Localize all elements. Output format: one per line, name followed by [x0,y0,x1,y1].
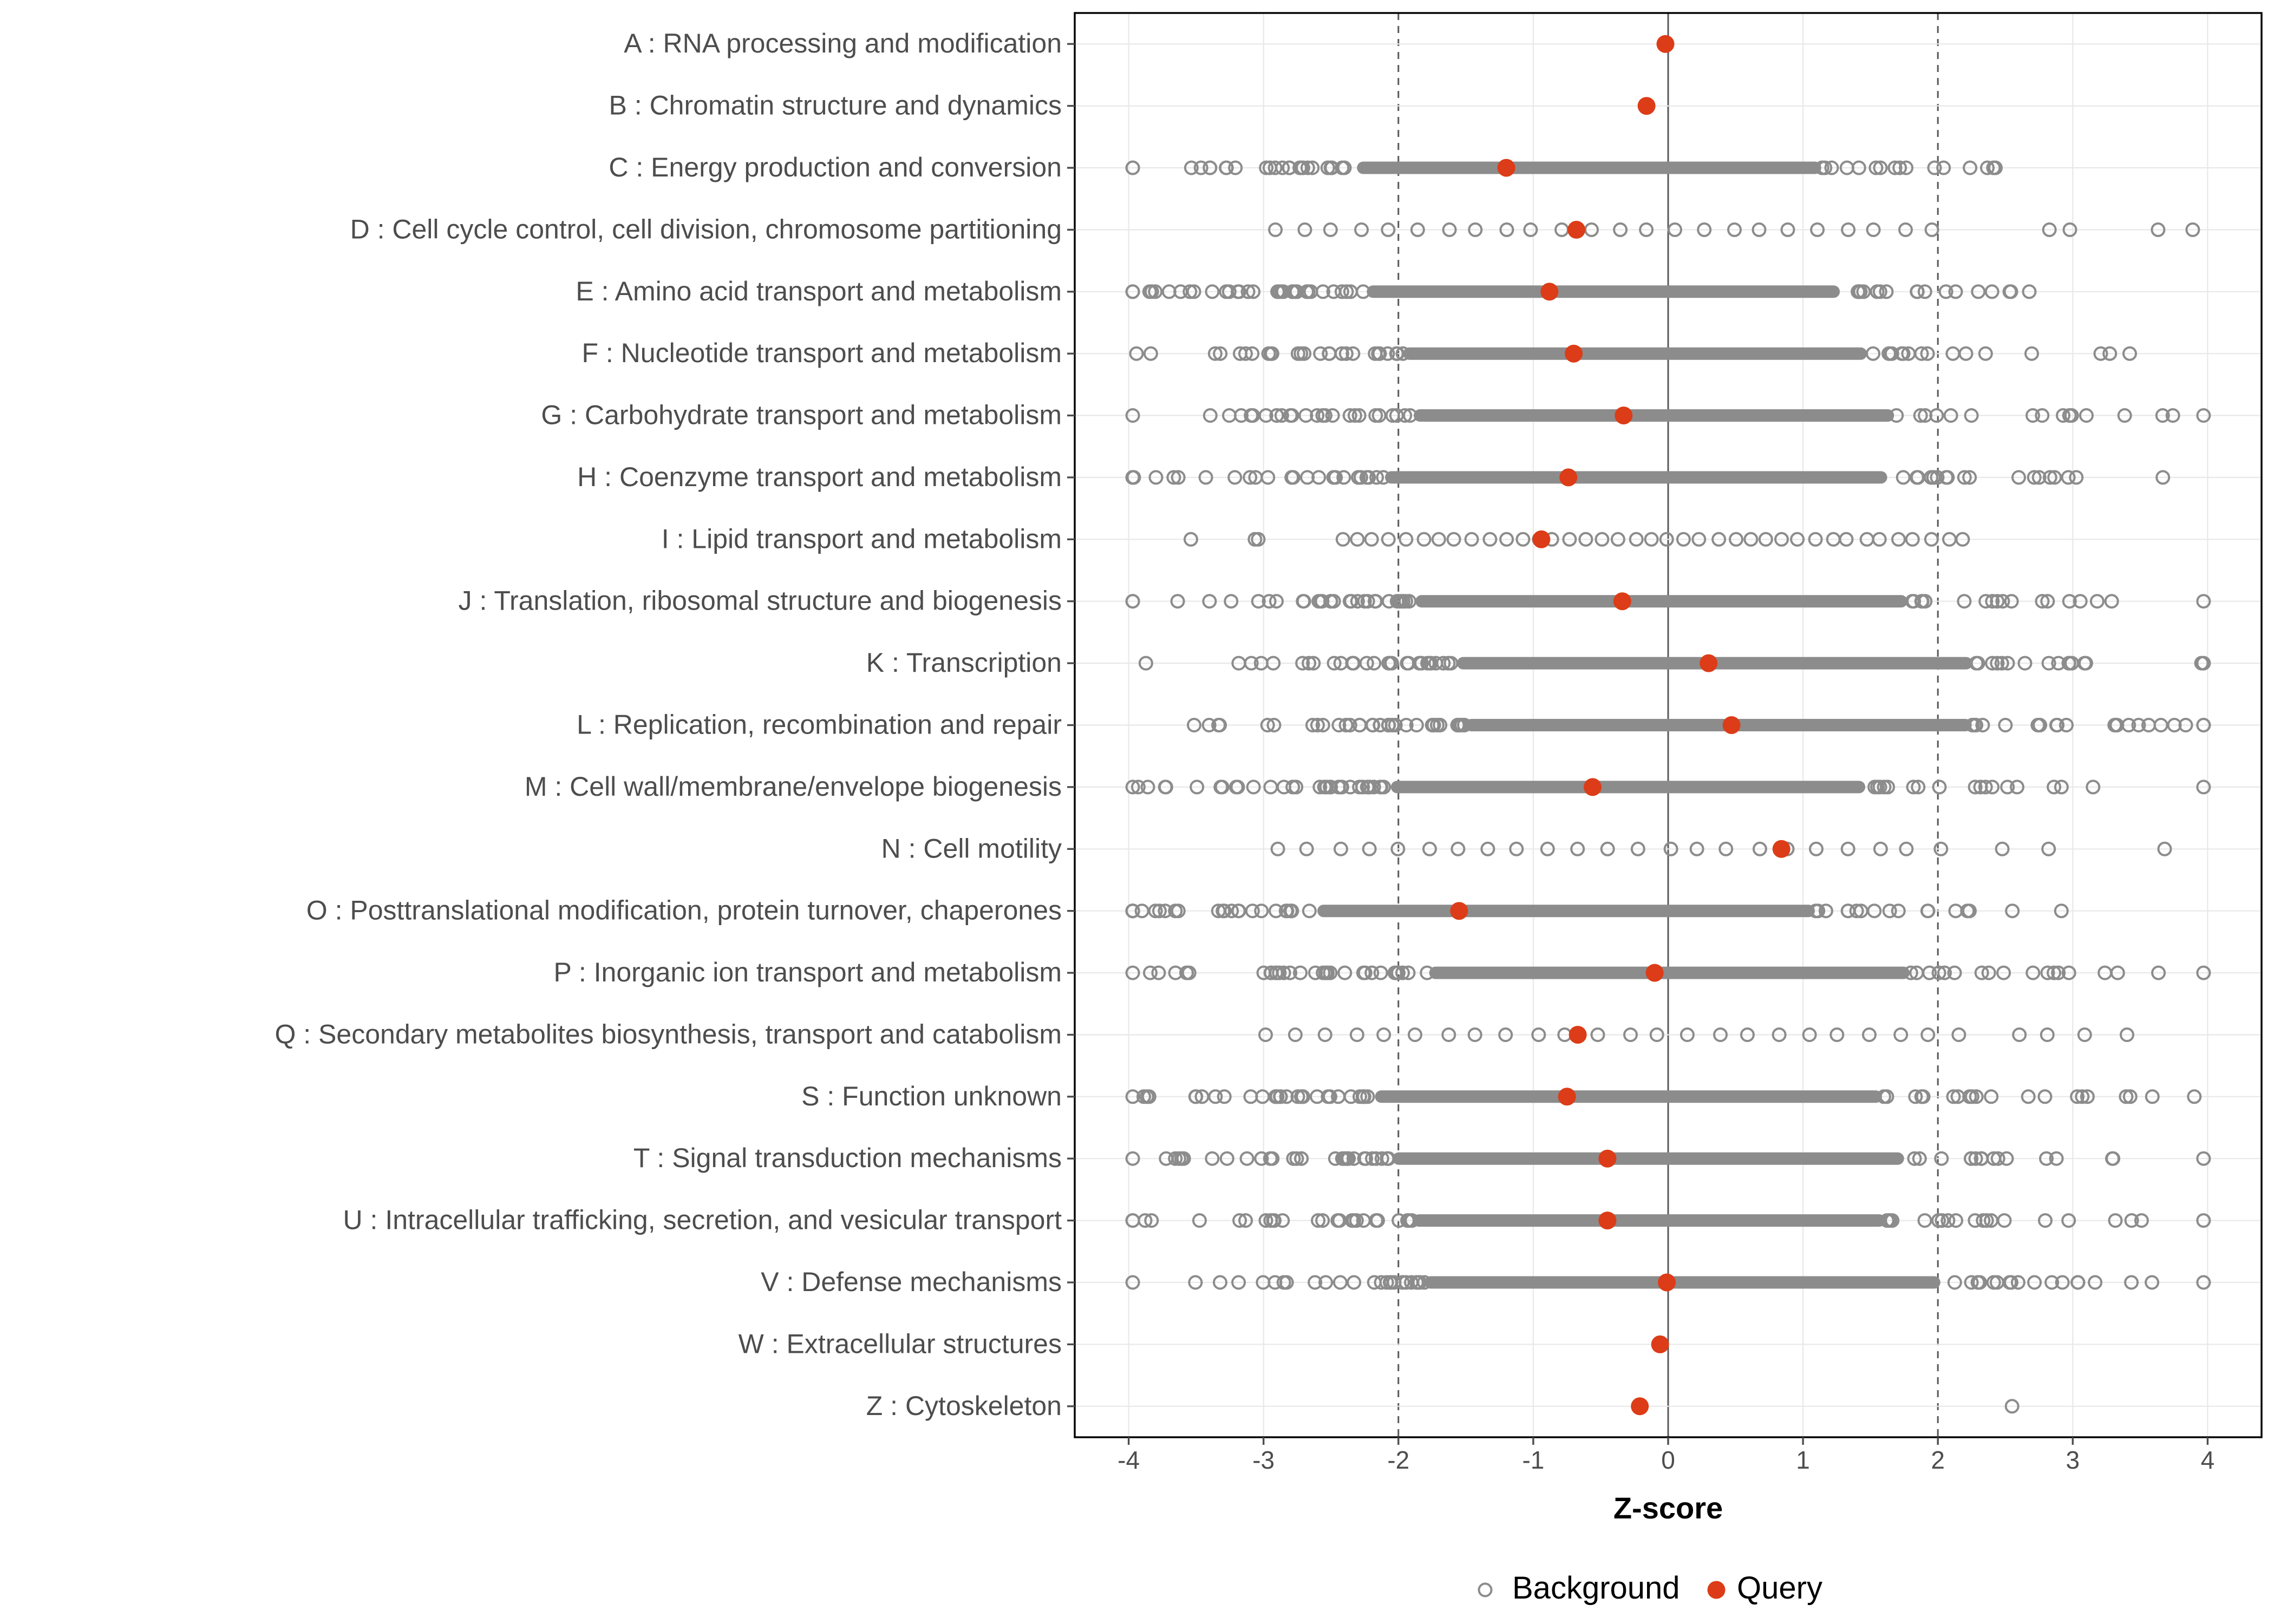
svg-text:V : Defense mechanisms: V : Defense mechanisms [761,1267,1062,1297]
svg-text:T : Signal transduction mechan: T : Signal transduction mechanisms [633,1143,1062,1173]
svg-text:U : Intracellular trafficking,: U : Intracellular trafficking, secretion… [343,1205,1062,1235]
svg-text:D : Cell cycle control, cell d: D : Cell cycle control, cell division, c… [350,214,1062,244]
svg-text:C : Energy production and conv: C : Energy production and conversion [609,152,1062,182]
svg-text:-4: -4 [1118,1446,1140,1474]
svg-text:Background: Background [1512,1570,1680,1606]
svg-text:-3: -3 [1252,1446,1275,1474]
svg-text:S : Function unknown: S : Function unknown [801,1081,1062,1111]
svg-text:-2: -2 [1387,1446,1409,1474]
svg-text:P : Inorganic ion transport an: P : Inorganic ion transport and metaboli… [554,957,1062,987]
svg-text:O : Posttranslational modifica: O : Posttranslational modification, prot… [306,895,1062,926]
svg-text:Z : Cytoskeleton: Z : Cytoskeleton [866,1391,1062,1421]
svg-text:Q : Secondary metabolites bios: Q : Secondary metabolites biosynthesis, … [275,1019,1062,1050]
svg-text:B : Chromatin structure and dy: B : Chromatin structure and dynamics [609,90,1062,121]
svg-text:2: 2 [1931,1446,1945,1474]
svg-text:W : Extracellular structures: W : Extracellular structures [739,1328,1062,1359]
svg-text:Z-score: Z-score [1613,1491,1723,1525]
svg-text:1: 1 [1796,1446,1810,1474]
svg-text:4: 4 [2201,1446,2215,1474]
svg-text:I : Lipid transport and metabo: I : Lipid transport and metabolism [662,523,1062,554]
svg-text:F : Nucleotide transport and m: F : Nucleotide transport and metabolism [581,338,1062,368]
svg-text:E : Amino acid transport and m: E : Amino acid transport and metabolism [576,276,1062,306]
svg-text:H : Coenzyme transport and met: H : Coenzyme transport and metabolism [577,462,1062,492]
svg-text:M : Cell wall/membrane/envelop: M : Cell wall/membrane/envelope biogenes… [525,771,1062,802]
svg-text:N : Cell motility: N : Cell motility [881,833,1062,863]
svg-text:Query: Query [1737,1570,1822,1606]
svg-text:0: 0 [1661,1446,1675,1474]
svg-text:-1: -1 [1522,1446,1544,1474]
svg-text:K : Transcription: K : Transcription [866,647,1062,678]
svg-text:L : Replication, recombination: L : Replication, recombination and repai… [577,710,1062,740]
svg-text:G : Carbohydrate transport and: G : Carbohydrate transport and metabolis… [541,400,1062,430]
svg-text:J : Translation, ribosomal str: J : Translation, ribosomal structure and… [459,586,1062,616]
svg-text:3: 3 [2066,1446,2080,1474]
svg-text:A : RNA processing and modific: A : RNA processing and modification [624,28,1062,58]
